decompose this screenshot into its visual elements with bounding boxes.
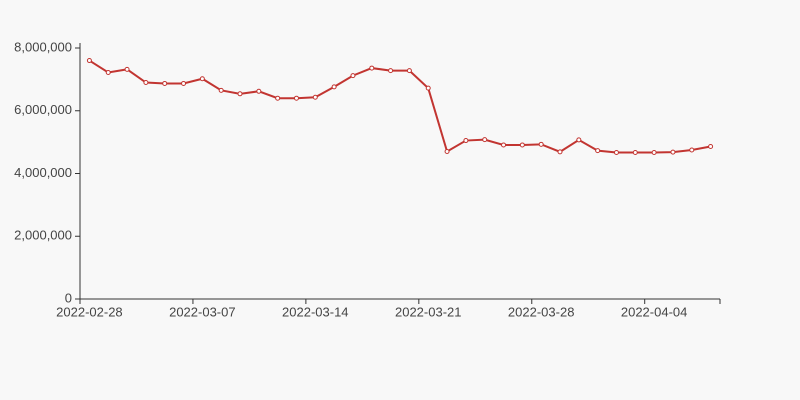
data-point [312, 94, 318, 100]
data-point [86, 58, 92, 64]
data-point [181, 80, 187, 86]
y-tick-label: 6,000,000 [14, 102, 72, 117]
data-point [501, 142, 507, 148]
data-point [406, 68, 412, 74]
data-point [162, 80, 168, 86]
data-point [708, 144, 714, 150]
data-point [557, 149, 563, 155]
data-point [482, 137, 488, 143]
data-point [519, 142, 525, 148]
data-point [105, 69, 111, 75]
data-point [237, 91, 243, 97]
data-point [463, 138, 469, 144]
y-tick-label: 0 [65, 290, 72, 305]
data-point [576, 137, 582, 143]
data-point [651, 149, 657, 155]
data-point [124, 66, 130, 72]
data-point [538, 141, 544, 147]
data-point [595, 148, 601, 154]
data-point [218, 87, 224, 93]
x-tick-label: 2022-03-28 [508, 304, 575, 319]
data-point [256, 88, 262, 94]
data-point [670, 149, 676, 155]
x-tick-label: 2022-02-28 [56, 304, 123, 319]
data-point [425, 85, 431, 91]
y-tick-label: 8,000,000 [14, 39, 72, 54]
data-point [632, 149, 638, 155]
data-point [689, 147, 695, 153]
data-point [331, 84, 337, 90]
data-point [199, 76, 205, 82]
series-line [88, 59, 711, 154]
data-point [388, 68, 394, 74]
x-tick-label: 2022-03-07 [169, 304, 236, 319]
data-point [444, 149, 450, 155]
data-point [369, 65, 375, 71]
data-point [275, 95, 281, 101]
data-point [613, 149, 619, 155]
data-point [293, 95, 299, 101]
data-point [143, 80, 149, 86]
x-tick-label: 2022-04-04 [621, 304, 688, 319]
x-tick-label: 2022-03-14 [282, 304, 349, 319]
y-tick-label: 2,000,000 [14, 228, 72, 243]
data-point [350, 73, 356, 79]
y-tick-label: 4,000,000 [14, 165, 72, 180]
x-tick-label: 2022-03-21 [395, 304, 462, 319]
